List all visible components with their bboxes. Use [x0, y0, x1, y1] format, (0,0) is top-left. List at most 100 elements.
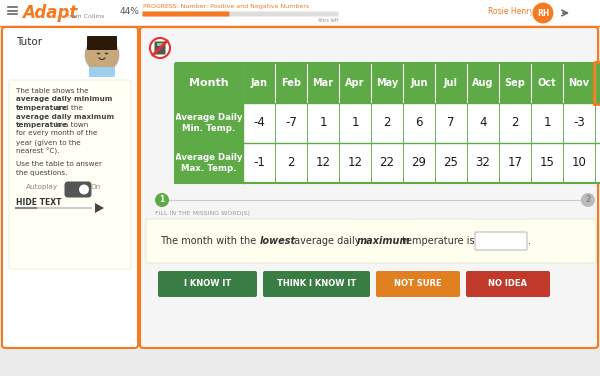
Text: -4: -4 [253, 117, 265, 129]
FancyBboxPatch shape [531, 103, 563, 143]
Text: 22: 22 [380, 156, 395, 170]
Text: 7: 7 [447, 117, 455, 129]
Circle shape [532, 2, 554, 24]
Text: 17: 17 [508, 156, 523, 170]
Text: The table shows the: The table shows the [16, 88, 89, 94]
Text: 25: 25 [443, 156, 458, 170]
Text: Jan: Jan [251, 78, 268, 88]
Text: temperature is: temperature is [399, 236, 475, 246]
Text: 1: 1 [160, 196, 164, 205]
Text: 2: 2 [511, 117, 519, 129]
Text: 2: 2 [287, 156, 295, 170]
Text: Average Daily
Min. Temp.: Average Daily Min. Temp. [175, 112, 243, 133]
FancyBboxPatch shape [339, 143, 371, 183]
FancyBboxPatch shape [9, 80, 131, 269]
Text: May: May [376, 78, 398, 88]
Circle shape [85, 38, 119, 72]
FancyBboxPatch shape [531, 143, 563, 183]
Text: Aug: Aug [472, 78, 494, 88]
Text: Sep: Sep [505, 78, 526, 88]
FancyBboxPatch shape [143, 12, 229, 17]
FancyBboxPatch shape [158, 271, 257, 297]
Text: NO IDEA: NO IDEA [488, 279, 527, 288]
FancyBboxPatch shape [89, 67, 115, 77]
Text: Month: Month [189, 78, 229, 88]
Text: and the: and the [53, 105, 83, 111]
FancyBboxPatch shape [563, 143, 595, 183]
FancyBboxPatch shape [175, 103, 243, 143]
Text: the questions.: the questions. [16, 170, 67, 176]
FancyBboxPatch shape [307, 103, 339, 143]
Text: -3: -3 [573, 117, 585, 129]
FancyBboxPatch shape [435, 103, 467, 143]
FancyBboxPatch shape [275, 143, 307, 183]
Text: 44%: 44% [120, 7, 140, 16]
Text: Jun: Jun [410, 78, 428, 88]
Text: average daily: average daily [291, 236, 364, 246]
Circle shape [79, 185, 89, 194]
Text: Feb: Feb [281, 78, 301, 88]
FancyBboxPatch shape [65, 182, 91, 197]
FancyBboxPatch shape [243, 103, 275, 143]
Text: Oct: Oct [538, 78, 556, 88]
FancyBboxPatch shape [467, 103, 499, 143]
FancyBboxPatch shape [371, 103, 403, 143]
Text: .: . [528, 236, 531, 246]
FancyBboxPatch shape [475, 232, 527, 250]
Text: lowest: lowest [260, 236, 296, 246]
Text: average daily maximum: average daily maximum [16, 114, 114, 120]
FancyBboxPatch shape [140, 27, 598, 348]
Text: PROGRESS: Number: Positive and Negative Numbers: PROGRESS: Number: Positive and Negative … [143, 4, 309, 9]
FancyBboxPatch shape [175, 63, 600, 103]
FancyBboxPatch shape [87, 36, 117, 50]
FancyBboxPatch shape [371, 143, 403, 183]
Text: 32: 32 [476, 156, 490, 170]
FancyBboxPatch shape [467, 143, 499, 183]
FancyBboxPatch shape [466, 271, 550, 297]
Text: -7: -7 [285, 117, 297, 129]
FancyBboxPatch shape [157, 43, 163, 46]
Text: THINK I KNOW IT: THINK I KNOW IT [277, 279, 356, 288]
Text: 1: 1 [351, 117, 359, 129]
FancyBboxPatch shape [499, 143, 531, 183]
Text: 4: 4 [479, 117, 487, 129]
Text: Mar: Mar [313, 78, 334, 88]
Text: 2: 2 [383, 117, 391, 129]
Text: 10: 10 [572, 156, 586, 170]
Text: nearest °C).: nearest °C). [16, 147, 59, 155]
FancyBboxPatch shape [275, 103, 307, 143]
FancyBboxPatch shape [2, 27, 138, 348]
Text: 2: 2 [586, 196, 590, 205]
Text: Autoplay: Autoplay [26, 184, 58, 190]
FancyBboxPatch shape [595, 103, 600, 143]
FancyBboxPatch shape [175, 143, 243, 183]
Text: The month with the: The month with the [160, 236, 259, 246]
FancyBboxPatch shape [307, 143, 339, 183]
Text: 12: 12 [316, 156, 331, 170]
Circle shape [155, 193, 169, 207]
FancyBboxPatch shape [243, 143, 275, 183]
FancyBboxPatch shape [435, 143, 467, 183]
Text: Adapt: Adapt [22, 4, 77, 22]
FancyBboxPatch shape [263, 271, 370, 297]
FancyBboxPatch shape [155, 41, 166, 55]
Text: 1: 1 [543, 117, 551, 129]
Text: average daily minimum: average daily minimum [16, 97, 112, 103]
Text: 29: 29 [412, 156, 427, 170]
Text: On: On [91, 184, 101, 190]
Text: maximum: maximum [357, 236, 410, 246]
Text: Apr: Apr [345, 78, 365, 88]
Text: 12: 12 [347, 156, 362, 170]
Circle shape [581, 193, 595, 207]
FancyBboxPatch shape [403, 103, 435, 143]
Text: 15: 15 [539, 156, 554, 170]
Circle shape [150, 38, 170, 58]
Text: HIDE TEXT: HIDE TEXT [16, 198, 62, 207]
FancyBboxPatch shape [143, 12, 338, 17]
Text: year (given to the: year (given to the [16, 139, 81, 146]
FancyBboxPatch shape [339, 103, 371, 143]
FancyBboxPatch shape [595, 143, 600, 183]
FancyBboxPatch shape [563, 103, 595, 143]
Text: Rosie Henry: Rosie Henry [488, 7, 534, 16]
Text: temperature: temperature [16, 122, 68, 128]
